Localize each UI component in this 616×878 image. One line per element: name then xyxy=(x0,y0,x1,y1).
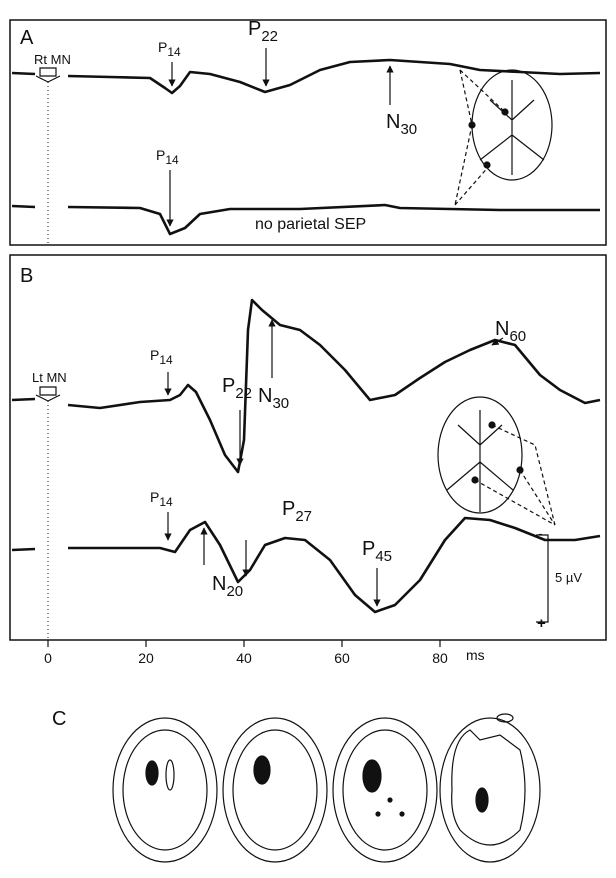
waveform xyxy=(11,203,600,236)
x-tick-label: 40 xyxy=(236,650,252,666)
waveform xyxy=(11,58,601,95)
panel-label: C xyxy=(52,708,66,730)
peak-label: N60 xyxy=(495,318,526,345)
scale-label: 5 µV xyxy=(555,570,582,585)
peak-label: N20 xyxy=(212,573,243,600)
stimulus-label: Lt MN xyxy=(32,370,67,385)
scale-bar xyxy=(536,534,549,623)
waveform xyxy=(11,516,601,614)
peak-label: P14 xyxy=(150,489,173,509)
peak-label: P14 xyxy=(156,147,179,167)
panel-label: B xyxy=(20,265,33,287)
peak-label: P14 xyxy=(158,39,181,59)
x-tick-label: 20 xyxy=(138,650,154,666)
x-axis-unit: ms xyxy=(466,647,485,663)
peak-label: N30 xyxy=(386,111,417,138)
peak-label: P45 xyxy=(362,538,392,565)
peak-label: P14 xyxy=(150,347,173,367)
x-tick-label: 0 xyxy=(44,650,52,666)
annotation: no parietal SEP xyxy=(255,216,366,233)
scale-plus: + xyxy=(537,615,546,632)
stimulus-arrow xyxy=(35,386,61,402)
x-tick-label: 60 xyxy=(334,650,350,666)
stimulus-arrow xyxy=(35,67,61,83)
waveform xyxy=(11,298,601,474)
panel-frame xyxy=(9,254,607,641)
panel-label: A xyxy=(20,27,34,49)
stimulus-label: Rt MN xyxy=(34,52,71,67)
x-axis: 0 20 40 60 80 ms xyxy=(44,640,485,666)
peak-label: P22 xyxy=(248,18,278,45)
peak-label: N30 xyxy=(258,385,289,412)
x-tick-label: 80 xyxy=(432,650,448,666)
head-diagram xyxy=(454,69,553,206)
head-diagram xyxy=(437,396,556,526)
brain-sections xyxy=(112,713,541,863)
panel-frame xyxy=(9,19,607,246)
scale-minus: - xyxy=(538,525,543,541)
peak-label: P27 xyxy=(282,498,312,525)
peak-label: P22 xyxy=(222,375,252,402)
